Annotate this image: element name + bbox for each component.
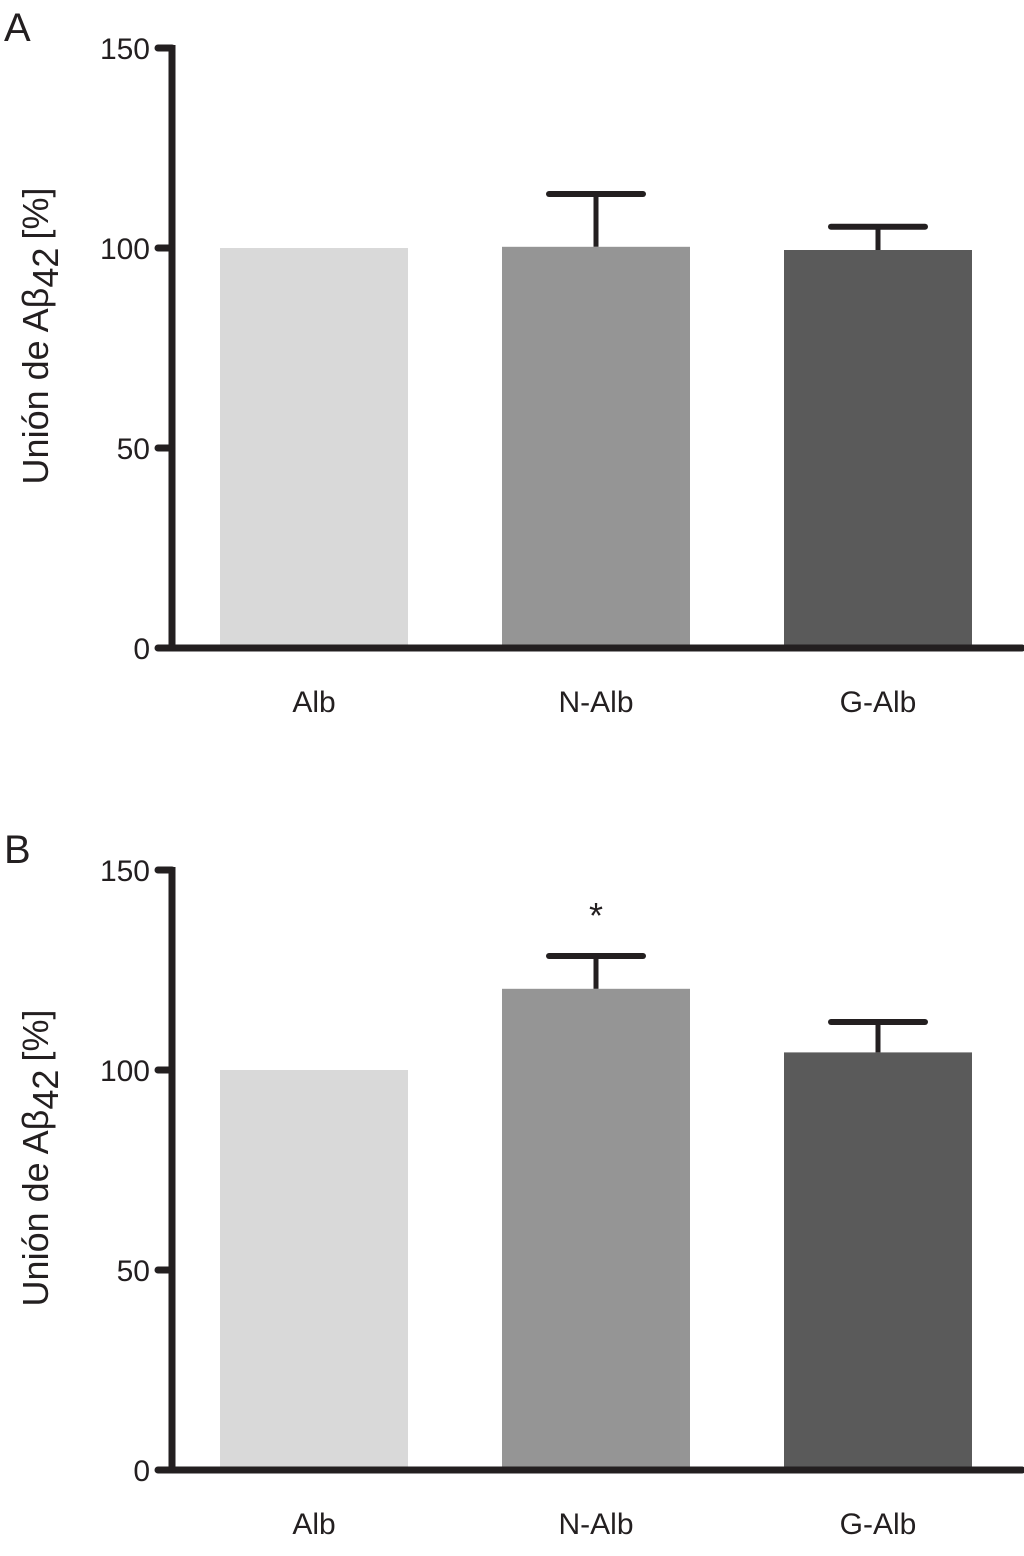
panel-label: B — [4, 828, 31, 872]
y-tick-label: 50 — [117, 433, 150, 466]
panel-label: A — [4, 6, 31, 50]
x-tick-label: Alb — [292, 1508, 335, 1541]
bar-g-alb — [784, 250, 972, 648]
panel-a: A Alb N-Alb G-Alb 0 50 100 150 Unión de Aβ42 [%] — [4, 6, 1024, 719]
x-tick-label: G-Alb — [840, 1508, 917, 1541]
x-tick-label: G-Alb — [840, 686, 917, 719]
x-tick-label: N-Alb — [558, 686, 633, 719]
y-tick-label: 0 — [133, 633, 150, 666]
x-tick-label: N-Alb — [558, 1508, 633, 1541]
y-axis-label: Unión de Aβ42 [%] — [15, 188, 66, 485]
y-tick-label: 150 — [100, 855, 150, 888]
y-tick-label: 50 — [117, 1255, 150, 1288]
y-axis-label-unit: [%] — [15, 1010, 56, 1062]
y-axis-label-main: Unión de Aβ — [15, 288, 56, 485]
y-axis-label: Unión de Aβ42 [%] — [15, 1010, 66, 1307]
x-tick-label: Alb — [292, 686, 335, 719]
y-tick-label: 100 — [100, 233, 150, 266]
y-axis-label-unit: [%] — [15, 188, 56, 240]
y-tick-label: 150 — [100, 33, 150, 66]
significance-marker: * — [589, 895, 603, 936]
y-tick-label: 0 — [133, 1455, 150, 1488]
panel-b: B Alb N-Alb G-Alb * 0 50 100 150 Unión de Aβ42 [%] — [4, 828, 1024, 1541]
y-axis-label-subscript: 42 — [25, 248, 66, 288]
bar-alb — [220, 248, 408, 648]
y-tick-label: 100 — [100, 1055, 150, 1088]
y-axis-label-subscript: 42 — [25, 1070, 66, 1110]
bar-g-alb — [784, 1052, 972, 1470]
y-axis-label-main: Unión de Aβ — [15, 1110, 56, 1307]
bar-n-alb — [502, 988, 690, 1470]
bar-n-alb — [502, 246, 690, 649]
bar-alb — [220, 1070, 408, 1470]
